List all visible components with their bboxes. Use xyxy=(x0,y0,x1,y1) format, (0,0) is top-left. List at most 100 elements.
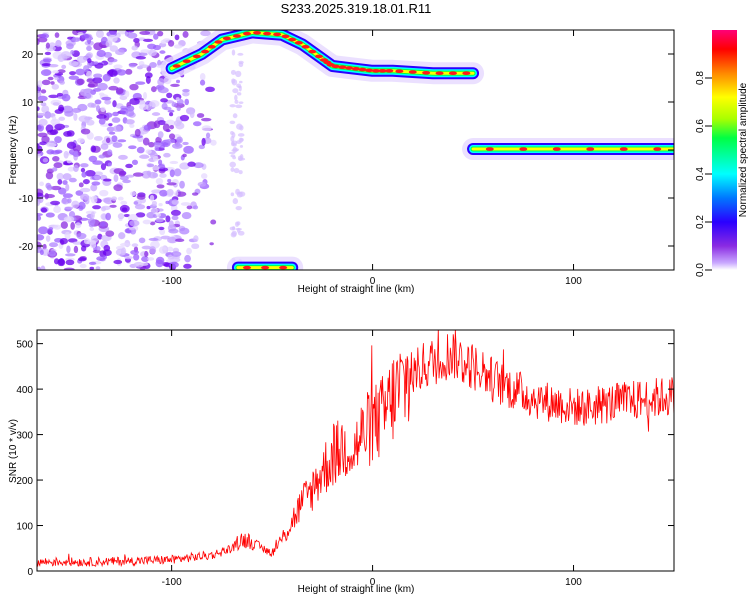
noise-blob xyxy=(154,146,159,152)
noise-blob xyxy=(168,220,174,228)
noise-blob xyxy=(45,212,55,218)
noise-blob xyxy=(157,78,165,86)
noise-blob xyxy=(166,92,173,99)
noise-blob xyxy=(113,174,119,183)
noise-blob xyxy=(232,143,237,147)
noise-blob xyxy=(173,44,183,49)
colorbar-label: Normalized spectral amplitude xyxy=(738,82,749,217)
noise-blob xyxy=(37,95,48,102)
noise-blob xyxy=(151,165,160,171)
noise-blob xyxy=(44,111,52,119)
noise-blob xyxy=(75,68,86,76)
noise-blob xyxy=(113,77,120,84)
noise-blob xyxy=(191,243,200,250)
noise-blob xyxy=(235,188,240,195)
noise-blob xyxy=(57,69,66,74)
noise-blob xyxy=(236,221,241,226)
colorbar-tick-label: 0.8 xyxy=(695,71,706,85)
noise-blob xyxy=(200,30,211,37)
y-tick-label: 200 xyxy=(16,476,33,487)
noise-blob xyxy=(112,100,117,108)
noise-blob xyxy=(197,181,207,187)
noise-blob xyxy=(93,42,103,51)
noise-blob xyxy=(189,110,195,119)
noise-blob xyxy=(132,172,144,177)
noise-blob xyxy=(45,235,51,242)
noise-blob xyxy=(134,128,141,137)
noise-blob xyxy=(37,241,42,250)
noise-blob xyxy=(165,215,171,223)
ridge-peak xyxy=(281,34,290,39)
noise-blob xyxy=(112,142,123,148)
noise-blob xyxy=(44,51,52,56)
noise-blob xyxy=(130,191,137,197)
noise-blob xyxy=(175,97,180,101)
noise-blob xyxy=(68,177,77,183)
noise-blob xyxy=(136,194,146,200)
noise-blob xyxy=(231,49,236,56)
x-tick-label: -100 xyxy=(162,577,182,588)
noise-blob xyxy=(72,241,83,245)
noise-blob xyxy=(149,246,157,255)
noise-blob xyxy=(105,137,111,144)
noise-blob xyxy=(48,250,56,257)
noise-blob xyxy=(237,52,244,56)
ridge-peak xyxy=(301,45,310,49)
noise-blob xyxy=(136,146,145,154)
noise-blob xyxy=(70,221,75,230)
noise-blob xyxy=(71,200,80,209)
noise-blob xyxy=(239,153,244,160)
noise-blob xyxy=(93,136,103,141)
noise-blob xyxy=(64,110,74,117)
noise-blob xyxy=(192,121,202,127)
noise-blob xyxy=(239,137,244,142)
snr-ticks: -100 0 100 0 100 200 300 400 500 xyxy=(16,330,674,588)
noise-blob xyxy=(238,60,244,65)
ridge-peak xyxy=(288,37,297,42)
noise-blob xyxy=(100,106,106,113)
noise-blob xyxy=(117,196,124,201)
noise-blob xyxy=(100,221,106,227)
noise-blob xyxy=(105,230,115,237)
ridge-peak xyxy=(222,36,231,41)
noise-blob xyxy=(86,70,93,79)
noise-blob xyxy=(50,200,61,206)
ridge-peak xyxy=(331,64,340,69)
noise-blob xyxy=(171,215,179,221)
noise-blob xyxy=(125,109,135,117)
noise-blob xyxy=(169,160,179,165)
noise-blob xyxy=(162,123,170,132)
noise-blob xyxy=(144,250,149,258)
noise-blob xyxy=(94,175,101,180)
ridge-peak xyxy=(519,147,528,151)
noise-blob xyxy=(112,111,119,117)
noise-blob xyxy=(199,79,206,86)
ridge-peak xyxy=(172,64,181,68)
ridge-peak xyxy=(462,71,471,75)
noise-blob xyxy=(159,228,166,236)
ridge-peak xyxy=(586,147,595,151)
noise-blob xyxy=(239,125,244,131)
noise-blob xyxy=(169,169,175,178)
noise-blob xyxy=(155,259,164,268)
noise-blob xyxy=(119,176,129,181)
noise-blob xyxy=(119,204,130,213)
noise-blob xyxy=(56,172,64,181)
noise-blob xyxy=(101,96,112,101)
noise-blob xyxy=(182,88,190,93)
ridge-peak xyxy=(358,67,367,72)
noise-blob xyxy=(116,69,127,76)
noise-blob xyxy=(60,221,69,229)
noise-blob xyxy=(129,219,140,227)
noise-blob xyxy=(86,119,95,126)
y-tick-label: 10 xyxy=(22,98,34,109)
noise-blob xyxy=(229,161,237,168)
noise-blob xyxy=(141,245,152,250)
noise-blob xyxy=(150,208,157,214)
noise-blob xyxy=(92,249,101,254)
noise-blob xyxy=(56,92,64,97)
noise-blob xyxy=(92,205,101,210)
noise-blob xyxy=(73,164,79,173)
noise-blob xyxy=(230,69,236,76)
noise-blob xyxy=(153,120,161,129)
